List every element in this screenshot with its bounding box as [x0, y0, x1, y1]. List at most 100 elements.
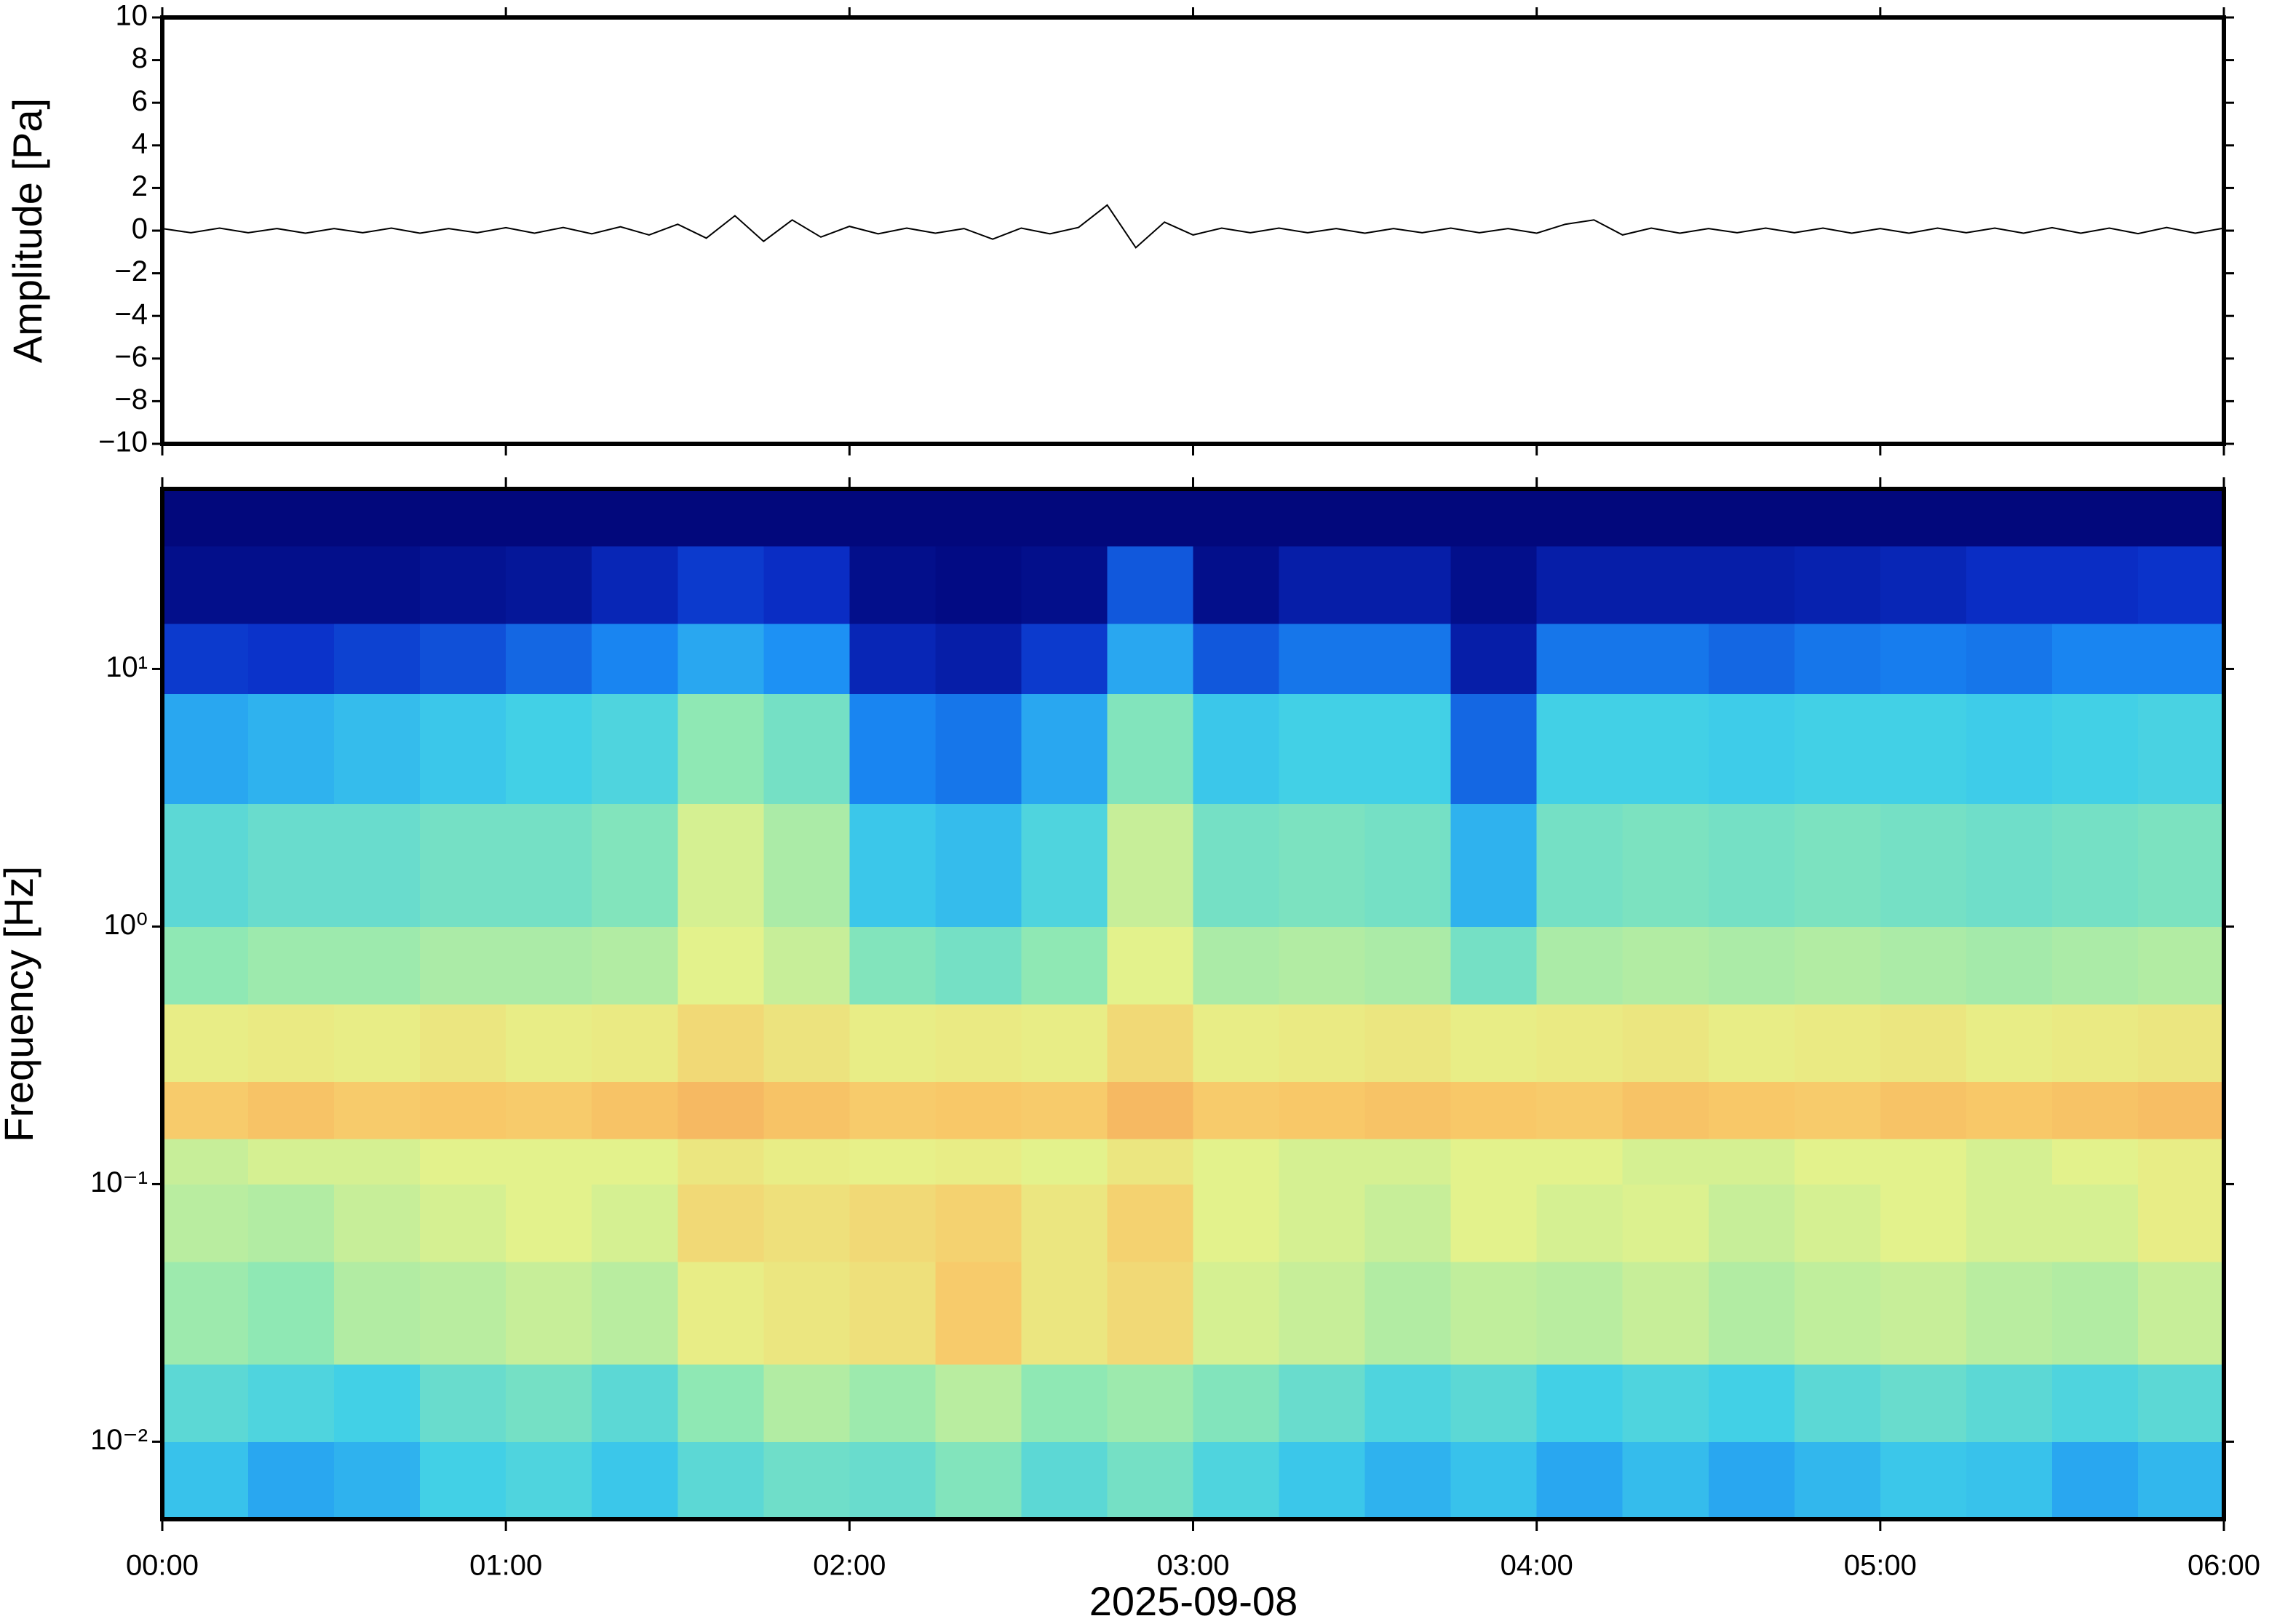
- cell: [1536, 1081, 1624, 1139]
- cell: [1708, 1081, 1795, 1139]
- cell: [1193, 1262, 1280, 1365]
- cell: [162, 1139, 249, 1185]
- spectrogram: [162, 489, 2225, 1520]
- cell: [1364, 1441, 1452, 1520]
- cell: [1193, 546, 1280, 624]
- cell: [1966, 803, 2053, 927]
- cell: [2137, 803, 2225, 927]
- cell: [1536, 1004, 1624, 1083]
- y-tick-label: 10: [116, 0, 148, 32]
- cell: [1622, 624, 1709, 695]
- cell: [334, 1184, 421, 1262]
- cell: [2137, 1004, 2225, 1083]
- cell: [420, 489, 506, 547]
- cell: [935, 693, 1022, 805]
- cell: [1880, 624, 1967, 695]
- cell: [1622, 1262, 1709, 1365]
- cell: [1622, 1364, 1709, 1442]
- cell: [1364, 1139, 1452, 1185]
- cell: [248, 1081, 335, 1139]
- cell: [1794, 803, 1881, 927]
- cell: [935, 1441, 1022, 1520]
- cell: [1708, 1004, 1795, 1083]
- cell: [935, 1184, 1022, 1262]
- cell: [1708, 1139, 1795, 1185]
- x-tick-label: 05:00: [1844, 1550, 1917, 1582]
- cell: [1193, 1441, 1280, 1520]
- cell: [1450, 1262, 1538, 1365]
- cell: [1966, 926, 2053, 1005]
- cell: [506, 693, 592, 805]
- cell: [1622, 1004, 1709, 1083]
- y-tick-label: 10⁻²: [90, 1424, 148, 1456]
- cell: [2051, 1262, 2139, 1365]
- cell: [1794, 1081, 1881, 1139]
- y-tick-label: 6: [132, 85, 148, 117]
- cell: [420, 1139, 506, 1185]
- cell: [248, 1364, 335, 1442]
- cell: [1450, 1139, 1538, 1185]
- cell: [162, 1441, 249, 1520]
- cell: [1450, 489, 1538, 547]
- cell: [1450, 546, 1538, 624]
- cell: [1279, 1139, 1366, 1185]
- x-tick-label: 01:00: [469, 1550, 542, 1582]
- cell: [2051, 546, 2139, 624]
- cell: [162, 624, 249, 695]
- cell: [1364, 926, 1452, 1005]
- cell: [592, 693, 678, 805]
- cell: [1794, 1139, 1881, 1185]
- cell: [763, 926, 850, 1005]
- cell: [1794, 1364, 1881, 1442]
- cell: [935, 926, 1022, 1005]
- y-tick-label: 0: [132, 213, 148, 245]
- cell: [2137, 1441, 2225, 1520]
- cell: [1021, 1081, 1108, 1139]
- cell: [1880, 1081, 1967, 1139]
- cell: [1193, 489, 1280, 547]
- cell: [849, 1441, 936, 1520]
- y-axis-title: Frequency [Hz]: [0, 866, 41, 1142]
- cell: [162, 546, 249, 624]
- cell: [592, 489, 678, 547]
- cell: [1880, 1262, 1967, 1365]
- cell: [248, 1262, 335, 1365]
- cell: [2051, 1004, 2139, 1083]
- cell: [1622, 1081, 1709, 1139]
- cell: [849, 1184, 936, 1262]
- cell: [849, 1139, 936, 1185]
- cell: [334, 1364, 421, 1442]
- cell: [248, 1139, 335, 1185]
- cell: [1364, 803, 1452, 927]
- cell: [1966, 1262, 2053, 1365]
- cell: [162, 693, 249, 805]
- cell: [2051, 1139, 2139, 1185]
- cell: [1536, 1441, 1624, 1520]
- cell: [1794, 489, 1881, 547]
- y-tick-label: −4: [114, 298, 148, 330]
- cell: [1880, 1441, 1967, 1520]
- cell: [1107, 1441, 1193, 1520]
- cell: [2051, 489, 2139, 547]
- cell: [1279, 1262, 1366, 1365]
- cell: [1966, 1184, 2053, 1262]
- cell: [248, 546, 335, 624]
- cell: [1536, 693, 1624, 805]
- cell: [420, 624, 506, 695]
- cell: [1794, 1262, 1881, 1365]
- y-tick-label: −2: [114, 255, 148, 287]
- cell: [1364, 624, 1452, 695]
- cell: [1107, 1364, 1193, 1442]
- cell: [1193, 693, 1280, 805]
- cell: [1880, 1139, 1967, 1185]
- cell: [1279, 1184, 1366, 1262]
- cell: [1794, 1441, 1881, 1520]
- cell: [1450, 1184, 1538, 1262]
- y-tick-label: −10: [98, 426, 148, 458]
- cell: [506, 1004, 592, 1083]
- cell: [849, 546, 936, 624]
- cell: [162, 1262, 249, 1365]
- cell: [1279, 1364, 1366, 1442]
- cell: [1279, 1004, 1366, 1083]
